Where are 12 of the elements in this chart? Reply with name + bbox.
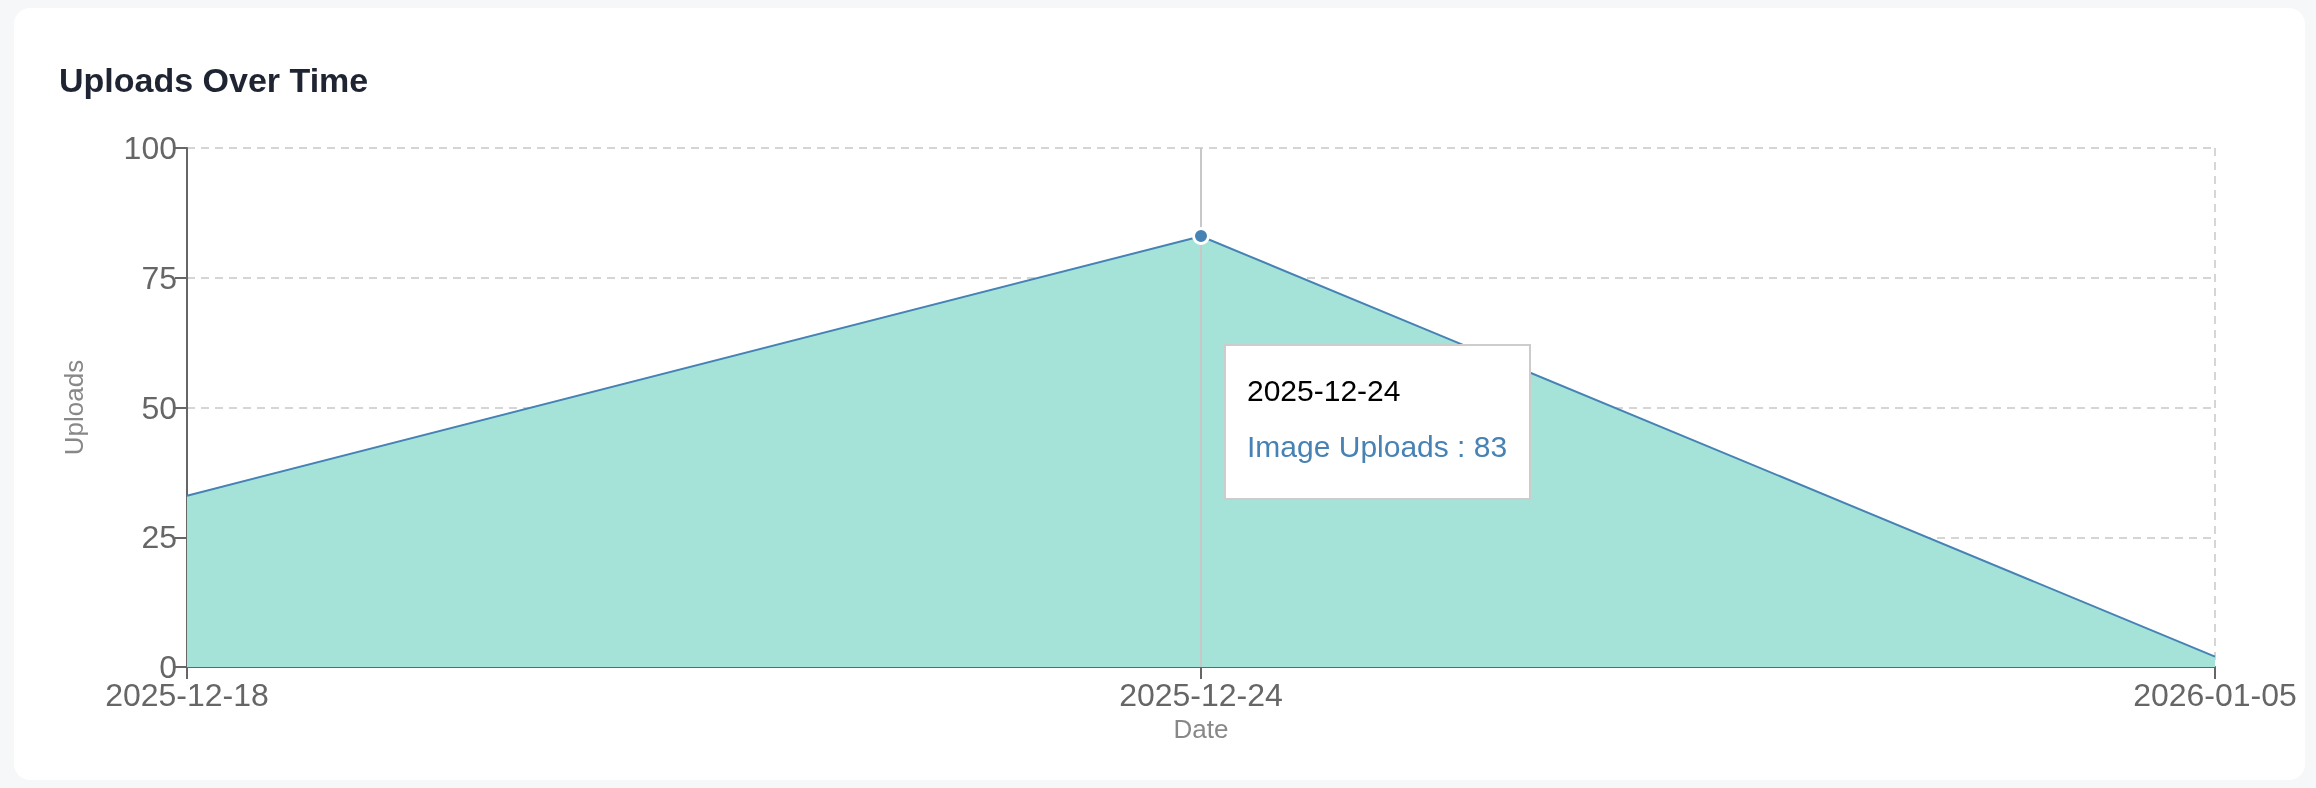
ref-line-label: 2025-12-24 xyxy=(1247,373,1402,409)
y-tick-label: 75 xyxy=(141,259,177,296)
x-axis-title: Date xyxy=(1173,713,1229,744)
y-axis-title: Uploads xyxy=(59,359,89,456)
x-tick-label: 2025-12-24 xyxy=(1119,677,1283,713)
x-tick-label: 2026-01-05 xyxy=(2133,677,2297,713)
annotation: Image Uploads : 83 xyxy=(1247,429,1508,465)
chart-title: Uploads Over Time xyxy=(59,61,369,99)
tooltip: 2025-12-24 Image Uploads : 83 xyxy=(1224,344,1532,500)
y-tick-label: 100 xyxy=(123,130,177,166)
y-tick-label: 25 xyxy=(141,519,177,556)
y-tick-label: 50 xyxy=(141,389,177,426)
